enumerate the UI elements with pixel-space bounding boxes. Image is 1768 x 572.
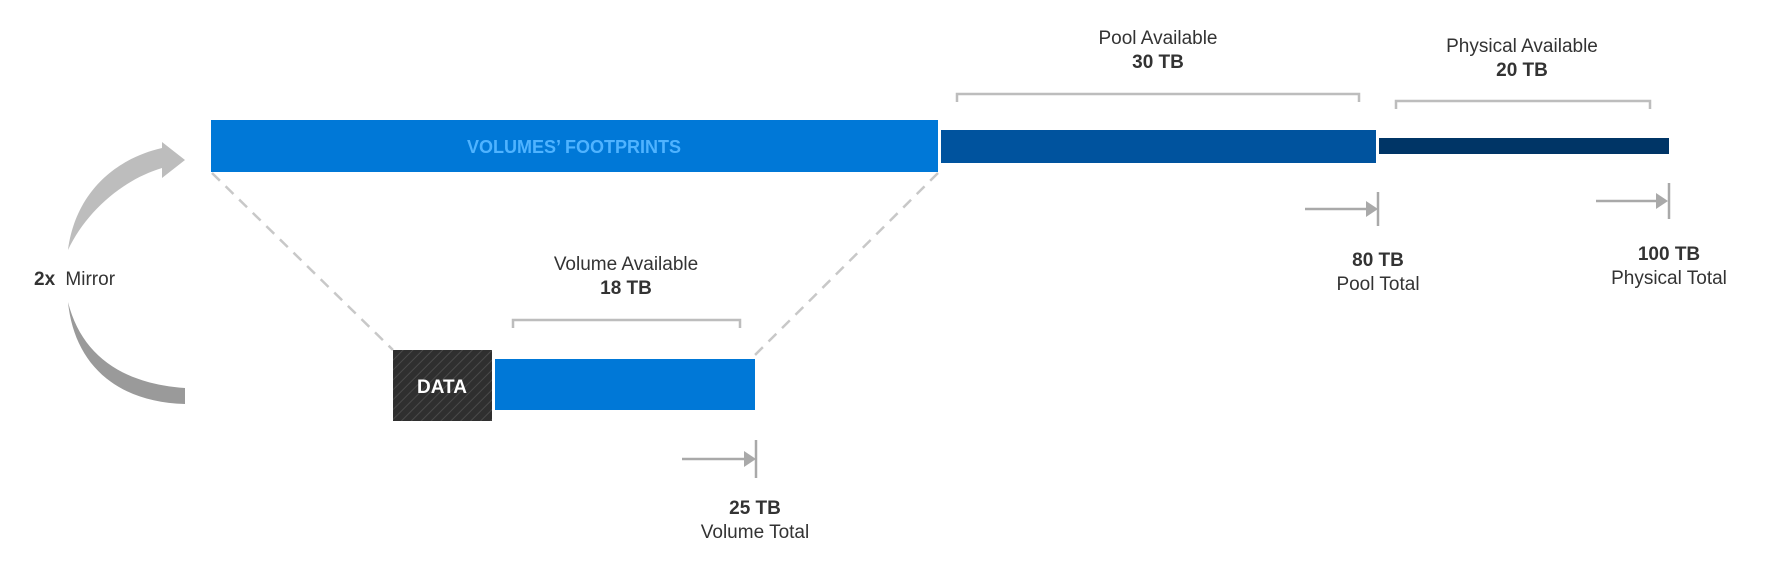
volume-available-title: Volume Available <box>554 254 698 275</box>
physical-total-marker <box>1596 183 1671 219</box>
volume-available-bar <box>495 359 755 410</box>
data-block-label: DATA <box>417 377 467 398</box>
physical-total-value: 100 TB <box>1638 244 1700 265</box>
dashed-line-left <box>211 172 394 351</box>
physical-available-bar <box>1379 138 1669 154</box>
footprints-label: VOLUMES’ FOOTPRINTS <box>467 137 681 157</box>
physical-available-value: 20 TB <box>1496 60 1548 81</box>
physical-available-bracket <box>1394 99 1652 109</box>
pool-total-title: Pool Total <box>1336 274 1419 295</box>
data-block <box>393 350 492 421</box>
pool-total-marker <box>1305 192 1380 226</box>
pool-available-bar <box>941 130 1376 163</box>
volume-total-value: 25 TB <box>729 498 781 519</box>
pool-available-title: Pool Available <box>1098 28 1217 49</box>
mirror-arrow-bottom <box>68 302 185 404</box>
volume-total-marker <box>682 440 758 478</box>
pool-available-bracket <box>955 92 1361 102</box>
dashed-line-right <box>754 172 939 356</box>
pool-available-value: 30 TB <box>1132 52 1184 73</box>
volume-available-bracket <box>511 318 742 328</box>
mirror-arrow-top <box>68 142 185 250</box>
volume-available-value: 18 TB <box>600 278 652 299</box>
mirror-label: 2x Mirror <box>34 269 116 290</box>
physical-available-title: Physical Available <box>1446 36 1598 57</box>
mirror-arrows <box>68 142 185 404</box>
volume-total-title: Volume Total <box>701 522 809 543</box>
mirror-factor: 2x <box>34 269 56 290</box>
physical-total-title: Physical Total <box>1611 268 1727 289</box>
footprints-bar <box>211 120 938 172</box>
mirror-text: Mirror <box>65 269 115 290</box>
pool-total-value: 80 TB <box>1352 250 1404 271</box>
